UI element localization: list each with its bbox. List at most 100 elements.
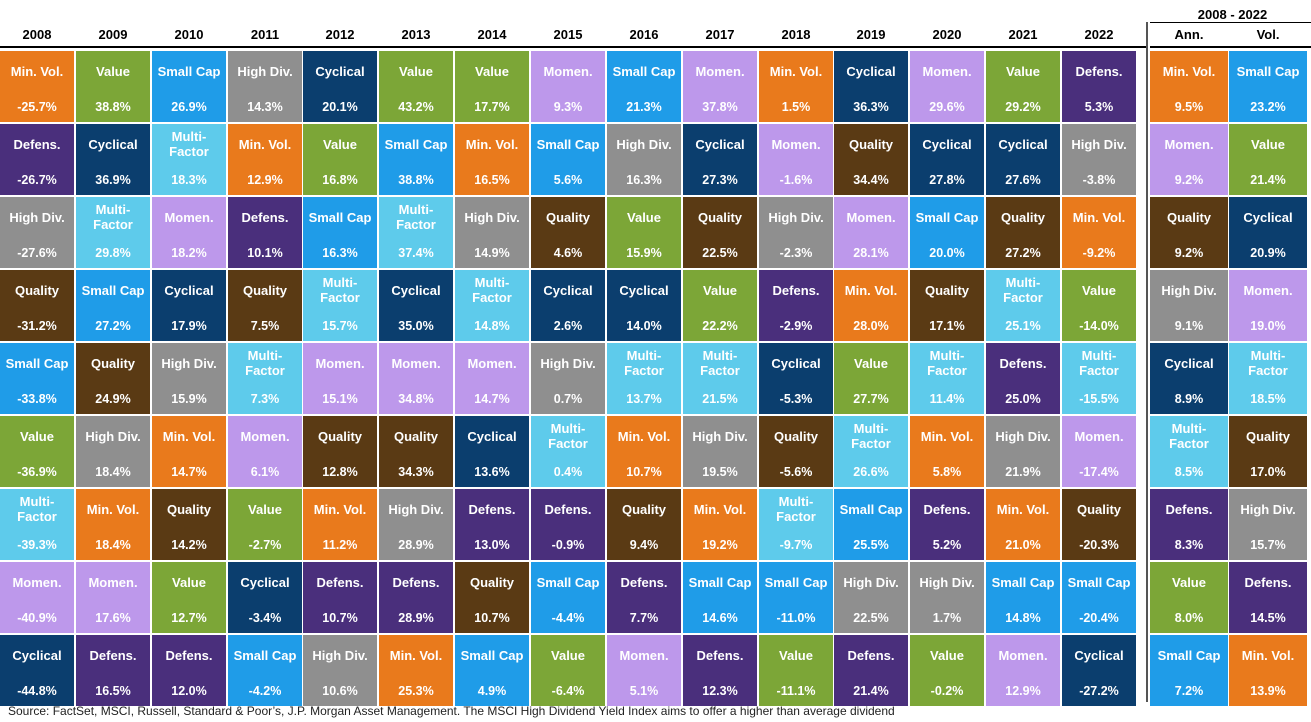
- factor-label: Small Cap: [233, 647, 297, 663]
- factor-cell: Small Cap -20.4%: [1062, 562, 1136, 633]
- factor-cell: Multi- Factor -39.3%: [0, 489, 74, 560]
- factor-label: High Div.: [540, 355, 596, 371]
- factor-label: Cyclical: [695, 136, 745, 152]
- return-value: 28.9%: [398, 538, 434, 552]
- factor-label: High Div.: [995, 428, 1051, 444]
- factor-label: Quality: [14, 282, 60, 298]
- summary-underline: [1150, 46, 1311, 48]
- return-value: 7.3%: [250, 392, 280, 406]
- factor-label: Momen.: [240, 428, 290, 444]
- factor-cell: High Div. 16.3%: [607, 124, 681, 195]
- factor-cell: Multi- Factor -9.7%: [759, 489, 833, 560]
- factor-cell: Value -14.0%: [1062, 270, 1136, 341]
- factor-label: Value: [854, 355, 888, 371]
- return-value: -20.4%: [1079, 611, 1119, 625]
- factor-label: Momen.: [88, 574, 138, 590]
- return-value: 26.6%: [853, 465, 889, 479]
- factor-label: Defens.: [1165, 501, 1213, 517]
- factor-cell: Multi- Factor 37.4%: [379, 197, 453, 268]
- factor-cell: Quality 17.1%: [910, 270, 984, 341]
- return-value: 28.0%: [853, 319, 889, 333]
- factor-label: Cyclical: [771, 355, 821, 371]
- factor-cell: Small Cap 5.6%: [531, 124, 605, 195]
- factor-cell: Value -6.4%: [531, 635, 605, 706]
- factor-label: Multi- Factor: [472, 275, 512, 305]
- factor-cell: Value 22.2%: [683, 270, 757, 341]
- return-value: 7.2%: [1174, 684, 1204, 698]
- factor-label: Multi- Factor: [624, 348, 664, 378]
- return-value: 25.1%: [1005, 319, 1041, 333]
- return-value: -33.8%: [17, 392, 57, 406]
- factor-label: Momen.: [846, 209, 896, 225]
- return-value: 1.5%: [781, 100, 811, 114]
- factor-cell: Min. Vol. 28.0%: [834, 270, 908, 341]
- return-value: -1.6%: [779, 173, 813, 187]
- factor-label: Cyclical: [846, 63, 896, 79]
- return-value: 19.2%: [702, 538, 738, 552]
- return-value: 29.2%: [1005, 100, 1041, 114]
- return-value: 12.0%: [171, 684, 207, 698]
- factor-label: Momen.: [315, 355, 365, 371]
- return-value: 4.6%: [553, 246, 583, 260]
- factor-cell: High Div. 10.6%: [303, 635, 377, 706]
- factor-label: Small Cap: [915, 209, 979, 225]
- column-header: 2013: [401, 26, 431, 42]
- factor-label: Small Cap: [1157, 647, 1221, 663]
- column-header: 2020: [932, 26, 962, 42]
- factor-cell: High Div. 15.7%: [1229, 489, 1307, 560]
- return-value: 14.7%: [171, 465, 207, 479]
- return-value: 2.6%: [553, 319, 583, 333]
- factor-cell: Small Cap 23.2%: [1229, 51, 1307, 122]
- factor-label: Min. Vol.: [465, 136, 519, 152]
- column-header: 2021: [1008, 26, 1038, 42]
- factor-label: Cyclical: [88, 136, 138, 152]
- return-value: 37.8%: [702, 100, 738, 114]
- return-value: 27.7%: [853, 392, 889, 406]
- factor-label: Momen.: [771, 136, 821, 152]
- return-value: -4.2%: [248, 684, 282, 698]
- factor-label: Multi- Factor: [700, 348, 740, 378]
- factor-label: Small Cap: [1236, 63, 1300, 79]
- factor-label: High Div.: [843, 574, 899, 590]
- return-value: 17.1%: [929, 319, 965, 333]
- factor-label: Defens.: [13, 136, 61, 152]
- factor-label: Momen.: [1243, 282, 1293, 298]
- factor-label: Momen.: [391, 355, 441, 371]
- column-header: 2011: [250, 26, 280, 42]
- return-value: 17.0%: [1250, 465, 1286, 479]
- factor-cell: Quality 7.5%: [228, 270, 302, 341]
- return-value: 9.5%: [1174, 100, 1204, 114]
- factor-label: Small Cap: [764, 574, 828, 590]
- factor-cell: Min. Vol. 11.2%: [303, 489, 377, 560]
- factor-cell: Momen. -40.9%: [0, 562, 74, 633]
- factor-cell: Momen. 18.2%: [152, 197, 226, 268]
- factor-label: Momen.: [619, 647, 669, 663]
- factor-cell: Cyclical 17.9%: [152, 270, 226, 341]
- factor-label: Multi- Factor: [851, 421, 891, 451]
- return-value: 18.5%: [1250, 392, 1286, 406]
- factor-cell: Defens. 16.5%: [76, 635, 150, 706]
- factor-cell: Cyclical -3.4%: [228, 562, 302, 633]
- factor-label: Quality: [317, 428, 363, 444]
- factor-cell: Momen. -17.4%: [1062, 416, 1136, 487]
- return-value: 14.8%: [1005, 611, 1041, 625]
- factor-label: Multi- Factor: [548, 421, 588, 451]
- return-value: 27.2%: [95, 319, 131, 333]
- factor-cell: Cyclical -44.8%: [0, 635, 74, 706]
- factor-label: Min. Vol.: [617, 428, 671, 444]
- factor-label: Min. Vol.: [1072, 209, 1126, 225]
- return-value: 16.8%: [322, 173, 358, 187]
- return-value: 7.5%: [250, 319, 280, 333]
- return-value: 9.4%: [629, 538, 659, 552]
- factor-label: Value: [96, 63, 130, 79]
- factor-label: High Div.: [692, 428, 748, 444]
- factor-label: Value: [1006, 63, 1040, 79]
- factor-cell: Momen. 12.9%: [986, 635, 1060, 706]
- factor-label: Quality: [773, 428, 819, 444]
- return-value: 13.6%: [474, 465, 510, 479]
- factor-cell: Cyclical 20.9%: [1229, 197, 1307, 268]
- factor-label: Multi- Factor: [1003, 275, 1043, 305]
- return-value: 34.3%: [398, 465, 434, 479]
- return-value: 25.3%: [398, 684, 434, 698]
- factor-label: High Div.: [1071, 136, 1127, 152]
